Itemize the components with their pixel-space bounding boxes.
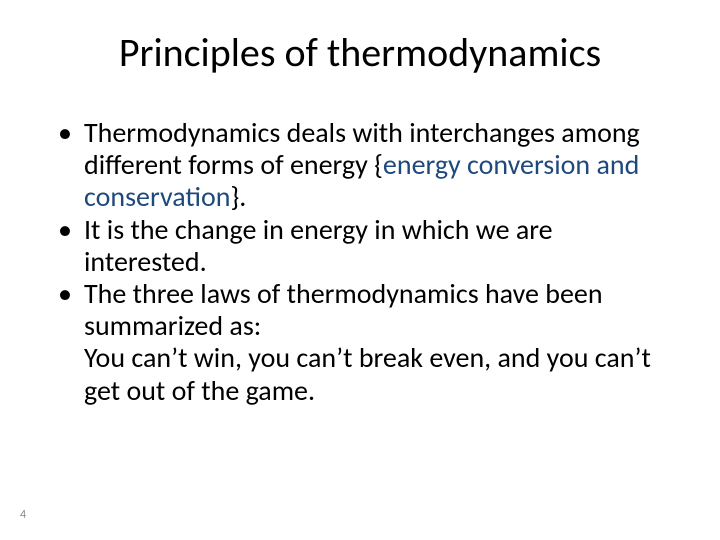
slide-title: Principles of thermodynamics (50, 28, 670, 77)
bullet-item: • Thermodynamics deals with interchanges… (50, 117, 660, 214)
slide-body: • Thermodynamics deals with interchanges… (50, 117, 670, 407)
bullet-item: • It is the change in energy in which we… (50, 214, 660, 278)
bullet-text: Thermodynamics deals with interchanges a… (84, 117, 660, 214)
bullet-icon: • (50, 278, 84, 342)
bullet-text: The three laws of thermodynamics have be… (84, 278, 660, 342)
bullet-text-post: }. (230, 179, 246, 214)
bullet-icon: • (50, 117, 84, 214)
bullet-text: It is the change in energy in which we a… (84, 214, 660, 278)
bullet-text-pre: The three laws of thermodynamics have be… (84, 276, 603, 343)
page-number: 4 (20, 508, 26, 522)
bullet-icon: • (50, 214, 84, 278)
bullet-item: • The three laws of thermodynamics have … (50, 278, 660, 342)
slide: Principles of thermodynamics • Thermodyn… (0, 0, 720, 540)
closing-line: You can’t win, you can’t break even, and… (50, 342, 660, 406)
bullet-text-pre: It is the change in energy in which we a… (84, 212, 553, 279)
